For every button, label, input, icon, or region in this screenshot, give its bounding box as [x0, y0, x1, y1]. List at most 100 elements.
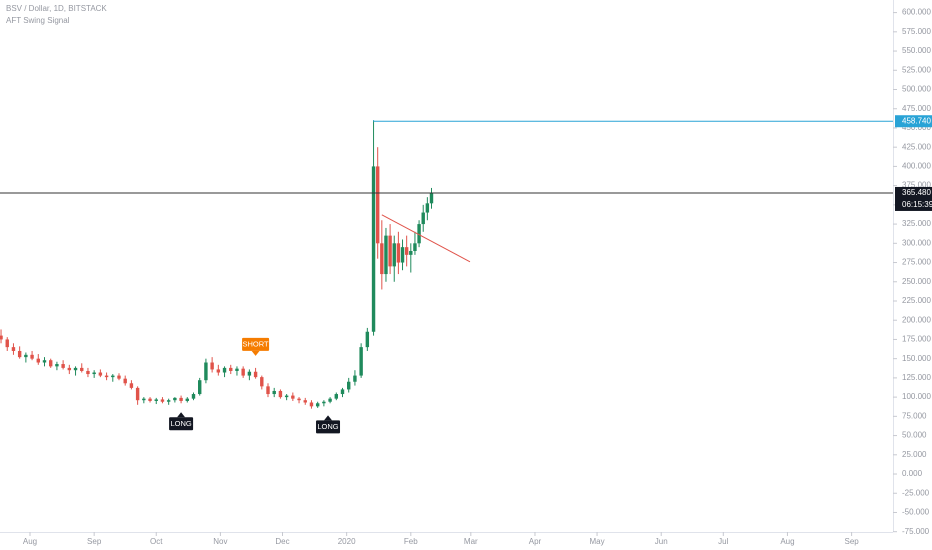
candle-body — [198, 380, 202, 395]
candle-body — [42, 360, 47, 363]
chart-title: BSV / Dollar, 1D, BITSTACK — [6, 4, 107, 13]
candle-body — [400, 247, 405, 263]
candle-body — [303, 400, 307, 403]
signal-badge — [242, 337, 270, 351]
x-tick-label: Jun — [655, 537, 668, 546]
x-tick-label: May — [589, 537, 604, 546]
candle-body — [284, 395, 289, 398]
y-tick-label: 75.000 — [902, 411, 927, 420]
y-tick-label: 450.000 — [902, 123, 931, 132]
signal-pointer — [251, 350, 260, 356]
candle-body — [347, 381, 351, 390]
resistance-label: 458.740 — [902, 116, 931, 125]
candle-body — [61, 364, 65, 368]
y-tick-label: 250.000 — [902, 277, 931, 286]
signal-badge — [316, 420, 341, 434]
x-tick-label: 2020 — [338, 537, 356, 546]
candle-body — [365, 331, 370, 348]
signal-label: SHORT — [243, 339, 270, 348]
candle-body — [166, 400, 171, 402]
candle-body — [216, 369, 221, 373]
candle-body — [135, 387, 140, 401]
candle-body — [160, 399, 165, 402]
candle-body — [185, 398, 189, 401]
candle-body — [0, 335, 3, 340]
y-tick-label: 175.000 — [902, 335, 931, 344]
candle-body — [204, 362, 208, 381]
x-tick-label: Apr — [529, 537, 542, 546]
candle-body — [36, 358, 40, 363]
candle-body — [173, 397, 177, 401]
candle-body — [210, 362, 214, 370]
candle-body — [322, 401, 326, 404]
candle-body — [154, 399, 158, 401]
x-tick-label: Feb — [404, 537, 418, 546]
candle-body — [55, 364, 59, 367]
x-tick-label: Aug — [23, 537, 37, 546]
candle-body — [396, 243, 401, 263]
y-tick-label: 475.000 — [902, 104, 931, 113]
candle-body — [86, 370, 90, 375]
signal-pointer — [177, 412, 186, 418]
candle-body — [328, 398, 332, 402]
candle-body — [104, 375, 109, 378]
signal-pointer — [324, 415, 333, 421]
candle-body — [191, 394, 196, 399]
y-tick-label: 550.000 — [902, 46, 931, 55]
candle-body — [413, 243, 417, 252]
candle-body — [266, 386, 270, 395]
signal-label: LONG — [170, 419, 191, 428]
y-tick-label: 100.000 — [902, 392, 931, 401]
y-tick-label: 575.000 — [902, 27, 931, 36]
candle-body — [315, 403, 320, 407]
candle-body — [92, 372, 96, 375]
x-tick-label: Aug — [780, 537, 794, 546]
y-tick-label: 500.000 — [902, 85, 931, 94]
last-price-badge — [895, 186, 932, 211]
candle-body — [247, 371, 252, 376]
candle-body — [278, 390, 283, 398]
candle-body — [229, 367, 233, 371]
candle-body — [371, 166, 376, 332]
candle-body — [272, 390, 276, 395]
candle-body — [117, 375, 121, 379]
candle-body — [260, 377, 264, 387]
x-tick-label: Oct — [150, 537, 163, 546]
candle-body — [48, 360, 53, 367]
y-tick-label: 25.000 — [902, 450, 927, 459]
signal-label: LONG — [317, 422, 338, 431]
candle-body — [5, 339, 9, 348]
candle-body — [11, 347, 16, 351]
candle-body — [375, 166, 380, 244]
candle-body — [222, 367, 227, 373]
candle-body — [340, 389, 345, 395]
x-tick-label: Nov — [213, 537, 227, 546]
y-tick-label: 600.000 — [902, 8, 931, 17]
candle-body — [359, 347, 363, 376]
y-tick-label: 375.000 — [902, 181, 931, 190]
candle-body — [111, 375, 115, 378]
candle-body — [309, 402, 314, 407]
countdown-label: 06:15:39 — [902, 200, 932, 209]
candle-body — [334, 394, 339, 399]
signal-badge — [169, 417, 194, 431]
y-tick-label: 525.000 — [902, 65, 931, 74]
candle-body — [409, 251, 413, 255]
candle-body — [253, 371, 258, 378]
indicator-name: AFT Swing Signal — [6, 16, 70, 25]
candle-body — [67, 367, 72, 371]
candle-body — [421, 212, 425, 225]
y-tick-label: 200.000 — [902, 315, 931, 324]
y-tick-label: 225.000 — [902, 296, 931, 305]
candle-body — [291, 395, 295, 399]
candle-body — [384, 235, 388, 275]
candle-body — [353, 375, 357, 382]
candle-body — [17, 350, 22, 358]
candle-body — [417, 224, 421, 244]
candle-body — [80, 367, 84, 371]
candle-body — [297, 398, 301, 401]
x-tick-label: Jul — [718, 537, 728, 546]
x-tick-label: Sep — [87, 537, 102, 546]
candle-body — [380, 243, 384, 275]
candle-body — [24, 354, 28, 358]
